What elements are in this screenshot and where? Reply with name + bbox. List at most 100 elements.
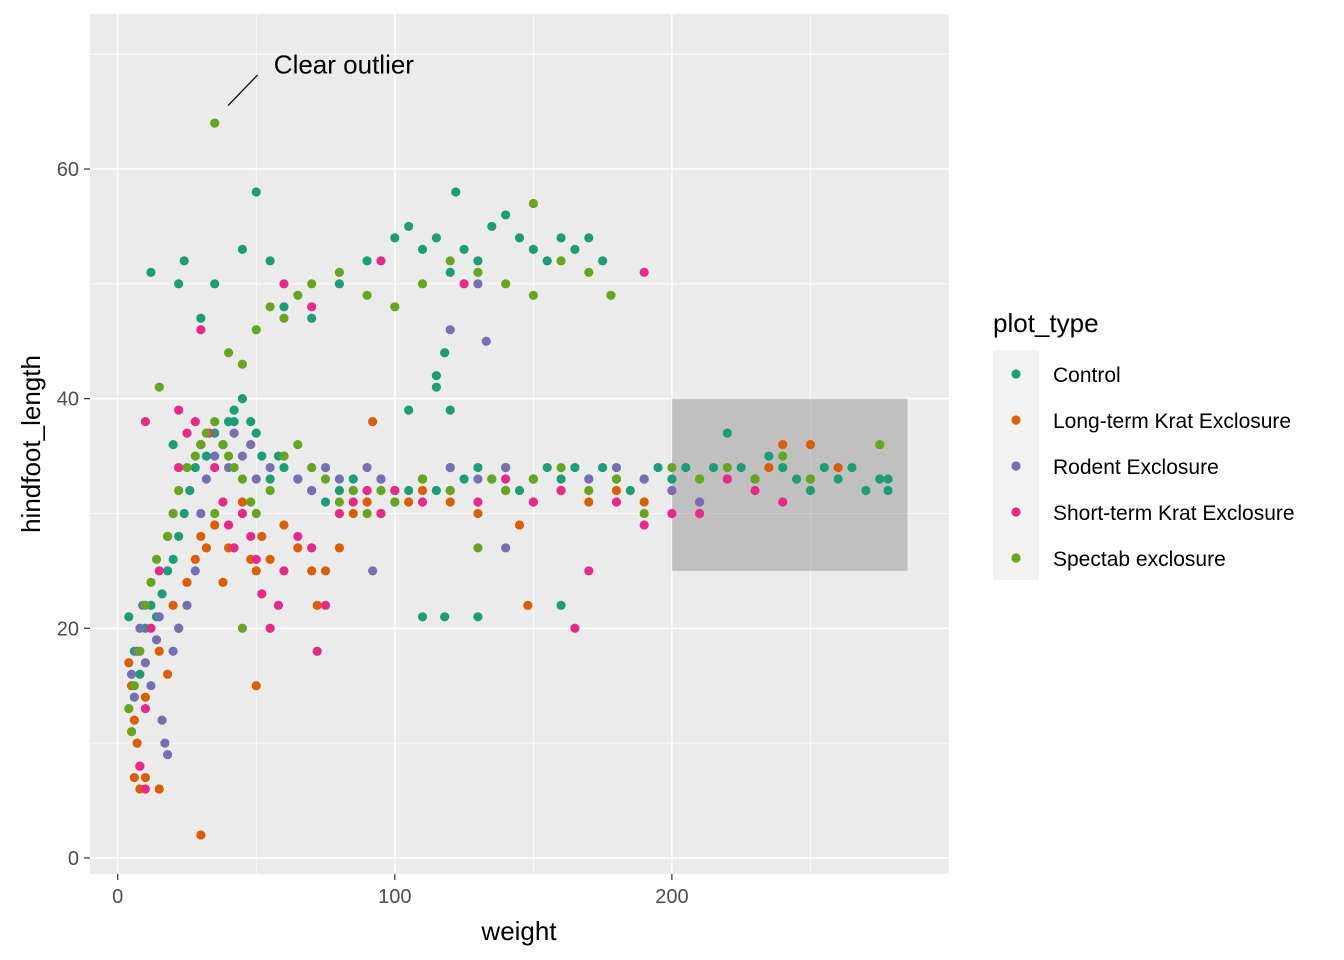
- data-point: [279, 302, 289, 312]
- legend-key: [1011, 461, 1021, 471]
- data-point: [606, 290, 616, 300]
- data-point: [265, 474, 275, 484]
- data-point: [251, 187, 261, 197]
- data-point: [307, 485, 317, 496]
- data-point: [487, 221, 497, 232]
- data-point: [473, 256, 483, 266]
- data-point: [126, 669, 137, 679]
- y-axis-ticks: 0 20 40 60: [57, 159, 90, 870]
- data-point: [639, 520, 649, 530]
- data-point: [639, 267, 649, 277]
- data-point: [445, 325, 455, 335]
- data-point: [196, 830, 206, 840]
- data-point: [293, 543, 303, 553]
- data-point: [246, 439, 256, 450]
- data-point: [556, 600, 566, 610]
- data-point: [334, 497, 344, 507]
- data-point: [417, 485, 428, 496]
- data-point: [174, 531, 184, 542]
- data-point: [132, 738, 142, 748]
- legend-items: Control Long-term Krat Exclosure Rodent Ex…: [1011, 364, 1295, 571]
- data-point: [265, 623, 275, 633]
- data-point: [473, 543, 483, 553]
- data-point: [140, 600, 151, 610]
- data-point: [237, 623, 248, 633]
- data-point: [251, 325, 261, 335]
- legend-key: [1011, 369, 1021, 379]
- data-point: [196, 325, 206, 335]
- data-point: [237, 244, 248, 254]
- data-point: [523, 600, 533, 610]
- data-point: [542, 462, 552, 473]
- data-point: [445, 256, 455, 266]
- data-point: [833, 474, 843, 484]
- data-point: [667, 474, 677, 484]
- data-point: [639, 474, 649, 484]
- data-point: [279, 462, 289, 473]
- data-point: [223, 451, 234, 461]
- data-point: [487, 474, 497, 484]
- x-tick-label: 0: [112, 886, 123, 908]
- data-point: [501, 210, 511, 220]
- data-point: [348, 508, 358, 519]
- data-point: [265, 462, 275, 473]
- data-point: [251, 681, 261, 691]
- data-point: [229, 417, 239, 427]
- data-point: [611, 497, 622, 507]
- data-point: [778, 439, 788, 450]
- data-point: [431, 233, 441, 243]
- data-point: [201, 428, 211, 438]
- data-point: [625, 485, 635, 496]
- data-point: [312, 600, 322, 610]
- data-point: [376, 474, 386, 484]
- data-point: [182, 428, 192, 438]
- legend-label: Long-term Krat Exclosure: [1053, 410, 1291, 433]
- data-point: [168, 439, 178, 450]
- data-point: [126, 727, 137, 737]
- data-point: [584, 497, 594, 507]
- data-point: [528, 198, 538, 209]
- data-point: [611, 474, 622, 484]
- data-point: [570, 244, 580, 254]
- data-point: [833, 462, 843, 473]
- data-point: [140, 417, 151, 427]
- data-point: [883, 474, 893, 484]
- data-point: [162, 669, 173, 679]
- data-point: [473, 267, 483, 277]
- data-point: [528, 290, 538, 300]
- data-point: [293, 531, 303, 542]
- data-point: [168, 554, 178, 564]
- data-point: [570, 462, 580, 473]
- data-point: [404, 221, 414, 232]
- data-point: [201, 474, 211, 484]
- data-point: [473, 497, 483, 507]
- data-point: [210, 508, 220, 519]
- data-point: [279, 279, 289, 289]
- data-point: [667, 508, 677, 519]
- data-point: [140, 658, 151, 668]
- data-point: [129, 681, 139, 691]
- data-point: [237, 474, 248, 484]
- data-point: [362, 497, 372, 507]
- data-point: [162, 531, 173, 542]
- data-point: [307, 462, 317, 473]
- data-point: [556, 474, 566, 484]
- x-tick-label: 200: [655, 886, 688, 908]
- data-point: [293, 290, 303, 300]
- data-point: [174, 485, 184, 496]
- data-point: [312, 646, 322, 656]
- data-point: [182, 462, 192, 473]
- data-point: [459, 279, 469, 289]
- data-point: [307, 543, 317, 553]
- data-point: [417, 474, 428, 484]
- data-point: [154, 566, 164, 576]
- data-point: [334, 508, 344, 519]
- data-point: [201, 543, 211, 553]
- data-point: [639, 508, 649, 519]
- data-point: [390, 233, 400, 243]
- data-point: [279, 520, 289, 530]
- data-point: [196, 531, 206, 542]
- data-point: [157, 715, 167, 725]
- annotation-line: [227, 74, 259, 107]
- data-point: [229, 462, 239, 473]
